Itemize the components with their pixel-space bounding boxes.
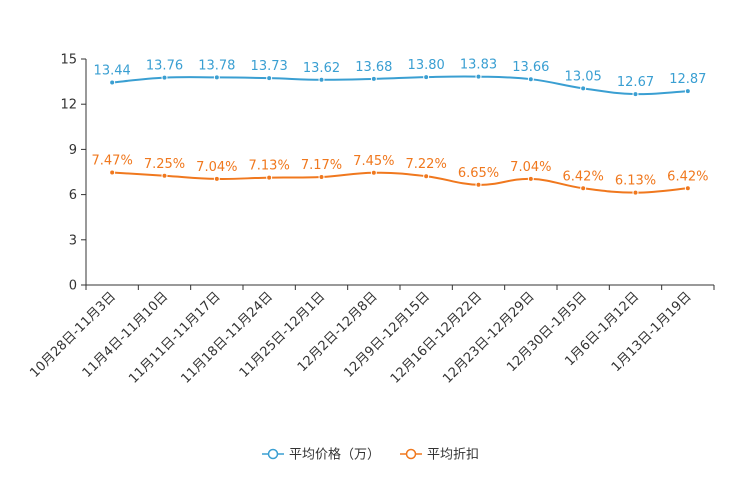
data-label: 7.47% [92, 153, 133, 168]
data-point [475, 73, 482, 80]
data-label: 13.83 [460, 58, 497, 73]
x-tick-label: 10月28日-11月3日 [27, 289, 119, 381]
data-label: 6.42% [667, 169, 708, 184]
data-label: 6.65% [458, 166, 499, 181]
data-label: 12.87 [669, 72, 706, 87]
data-label: 13.78 [198, 58, 235, 73]
x-tick-label: 12月23日-12月29日 [440, 289, 537, 386]
legend-item-avg-price[interactable]: 平均价格（万） [262, 447, 380, 463]
data-label: 6.13% [615, 174, 656, 189]
data-point [266, 75, 273, 82]
series-group: 13.44 13.76 13.78 13.73 13.62 13.68 13.80 13.83… [92, 58, 708, 196]
data-point [109, 79, 116, 86]
series-avg-discount: 7.47% 7.25% 7.04% 7.13% 7.17% 7.45% 7.22% 6.65%… [92, 153, 708, 196]
data-label: 13.66 [512, 60, 549, 75]
y-axis: 0 3 6 9 12 15 [60, 53, 87, 294]
data-point [580, 185, 587, 192]
data-label: 12.67 [617, 75, 654, 90]
data-point [527, 76, 534, 83]
data-point [580, 85, 587, 92]
data-point [370, 75, 377, 82]
legend[interactable]: 平均价格（万） 平均折扣 [262, 447, 479, 463]
data-label: 13.76 [146, 59, 183, 74]
data-point [318, 173, 325, 180]
data-point [370, 169, 377, 176]
data-point [684, 185, 691, 192]
data-point [213, 175, 220, 182]
data-point [213, 74, 220, 81]
legend-item-avg-discount[interactable]: 平均折扣 [400, 448, 479, 463]
data-label: 13.80 [408, 58, 445, 73]
data-point [161, 74, 168, 81]
data-point [475, 181, 482, 188]
y-tick-label: 3 [69, 233, 77, 248]
legend-label: 平均折扣 [427, 448, 479, 463]
data-label: 13.44 [94, 64, 131, 79]
x-tick-label: 11月18日-11月24日 [179, 289, 276, 386]
data-point [109, 169, 116, 176]
data-point [632, 189, 639, 196]
data-label: 7.22% [406, 157, 447, 172]
data-label: 7.25% [144, 157, 185, 172]
data-point [161, 172, 168, 179]
data-label: 7.04% [196, 160, 237, 175]
y-tick-label: 9 [69, 143, 77, 158]
y-tick-label: 15 [60, 53, 77, 68]
series-line [112, 171, 688, 194]
y-tick-label: 6 [69, 188, 77, 203]
x-tick-label: 12月16日-12月22日 [388, 289, 485, 386]
data-label: 7.13% [249, 159, 290, 174]
series-line [112, 75, 688, 96]
legend-label: 平均价格（万） [289, 447, 380, 463]
data-label: 7.17% [301, 158, 342, 173]
data-point [632, 91, 639, 98]
data-label: 13.05 [565, 69, 602, 84]
data-point [266, 174, 273, 181]
data-label: 6.42% [563, 169, 604, 184]
legend-marker-icon [267, 448, 279, 460]
data-point [318, 76, 325, 83]
data-point [423, 74, 430, 81]
data-label: 7.45% [353, 154, 394, 169]
data-label: 13.68 [355, 60, 392, 75]
data-point [684, 88, 691, 95]
data-label: 13.73 [251, 59, 288, 74]
x-axis: 10月28日-11月3日11月4日-11月10日11月11日-11月17日11月… [27, 284, 715, 387]
y-tick-label: 12 [60, 98, 77, 113]
legend-marker-icon [405, 448, 417, 460]
data-point [423, 173, 430, 180]
series-avg-price: 13.44 13.76 13.78 13.73 13.62 13.68 13.80 13.83… [94, 58, 706, 98]
data-point [527, 175, 534, 182]
y-tick-label: 0 [69, 279, 77, 294]
data-label: 13.62 [303, 61, 340, 76]
x-tick-label: 11月11日-11月17日 [126, 289, 223, 386]
data-label: 7.04% [510, 160, 551, 175]
